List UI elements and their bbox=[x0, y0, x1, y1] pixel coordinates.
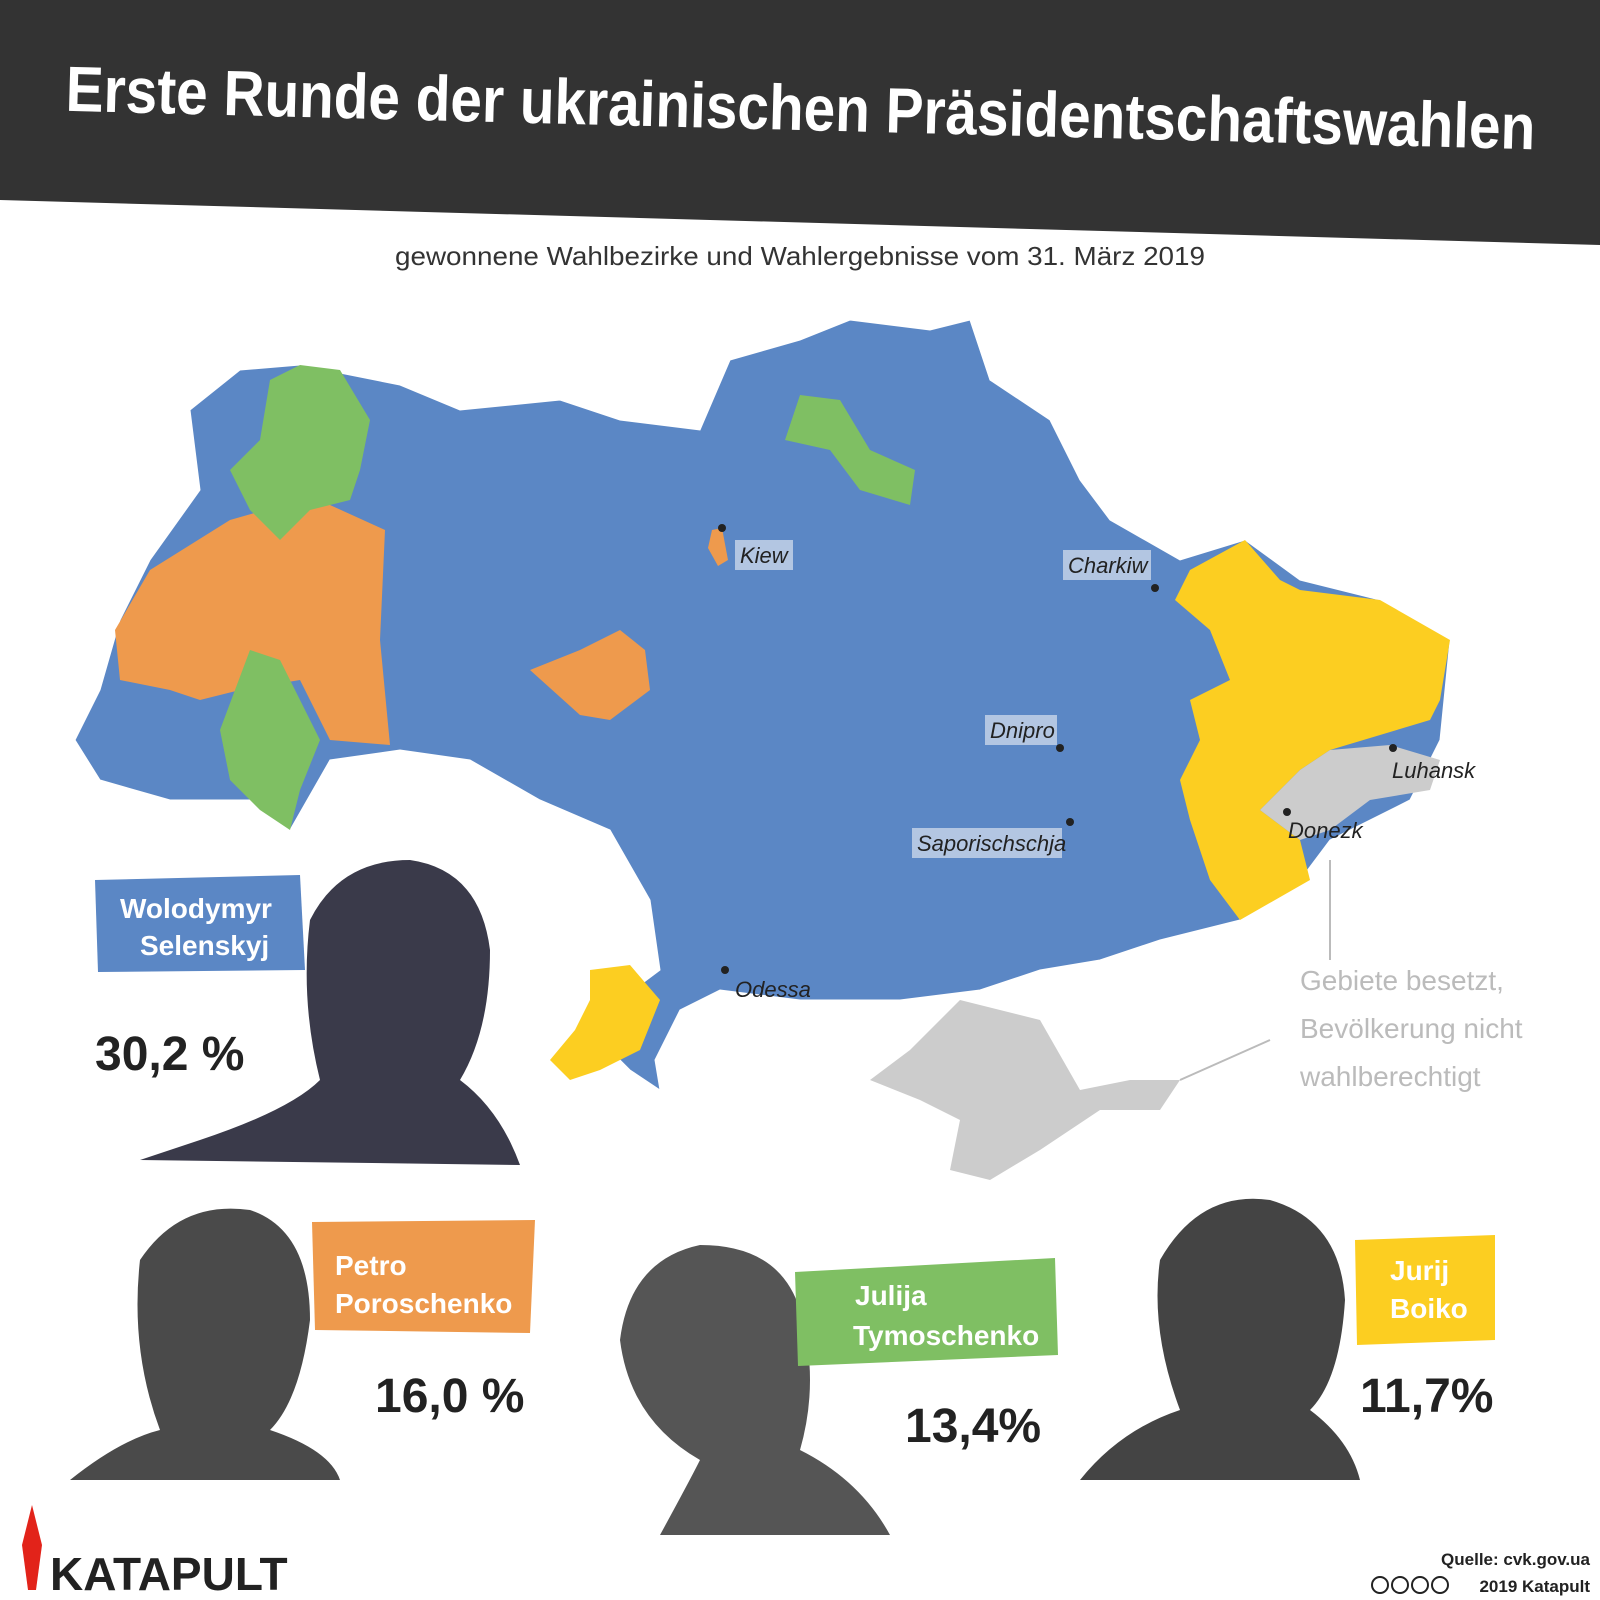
boiko-region bbox=[1175, 540, 1450, 920]
ukraine-region bbox=[74, 319, 1451, 1092]
label-bg bbox=[912, 828, 1062, 858]
label-bg bbox=[1063, 550, 1151, 580]
logo-icon bbox=[22, 1505, 42, 1590]
city-label: Charkiw bbox=[1068, 553, 1150, 578]
license-icons bbox=[1371, 1576, 1449, 1594]
candidate-name: Boiko bbox=[1390, 1293, 1468, 1324]
poroschenko-region bbox=[708, 528, 728, 566]
city-label: Saporischschja bbox=[917, 831, 1066, 856]
result: 11,7% bbox=[1360, 1370, 1493, 1423]
candidate-selenskyj: Wolodymyr Selenskyj 30,2 % bbox=[95, 860, 520, 1165]
name-box bbox=[795, 1258, 1058, 1366]
result: 13,4% bbox=[905, 1400, 1041, 1453]
tymoschenko-region bbox=[220, 650, 320, 830]
name-box bbox=[95, 875, 305, 972]
note: Gebiete besetzt, bbox=[1300, 965, 1504, 996]
candidate-boiko: Jurij Boiko 11,7% bbox=[1080, 1198, 1495, 1480]
candidate-name: Julija bbox=[855, 1280, 927, 1311]
city-label: Donezk bbox=[1288, 818, 1364, 843]
candidate-name: Jurij bbox=[1390, 1255, 1449, 1286]
note-line bbox=[1179, 1039, 1271, 1081]
tymoschenko-region bbox=[230, 365, 370, 540]
city-label: Odessa bbox=[735, 977, 811, 1002]
name-box bbox=[1355, 1235, 1495, 1345]
label-bg bbox=[985, 715, 1057, 745]
candidate-tymoschenko: Julija Tymoschenko 13,4% bbox=[620, 1245, 1058, 1535]
title-banner bbox=[0, 0, 1600, 245]
map: Kiew Charkiw Dnipro Luhansk Donezk Sapor… bbox=[74, 319, 1523, 1180]
result: 30,2 % bbox=[95, 1028, 244, 1081]
subtitle: gewonnene Wahlbezirke und Wahlergebnisse… bbox=[395, 241, 1205, 271]
result: 16,0 % bbox=[375, 1370, 524, 1423]
name-box bbox=[312, 1220, 535, 1333]
poroschenko-region bbox=[115, 500, 390, 745]
portrait bbox=[620, 1245, 890, 1535]
note: wahlberechtigt bbox=[1299, 1061, 1481, 1092]
occupied-region bbox=[870, 1000, 1180, 1180]
candidate-name: Tymoschenko bbox=[853, 1320, 1039, 1351]
candidate-name: Poroschenko bbox=[335, 1288, 512, 1319]
candidate-name: Wolodymyr bbox=[120, 893, 272, 924]
tymoschenko-region bbox=[785, 395, 915, 505]
occupied-region bbox=[1260, 745, 1440, 840]
portrait bbox=[1080, 1198, 1360, 1480]
candidate-name: Petro bbox=[335, 1250, 407, 1281]
candidate-poroschenko: Petro Poroschenko 16,0 % bbox=[70, 1208, 535, 1480]
poroschenko-region bbox=[530, 630, 650, 720]
boiko-region bbox=[550, 965, 660, 1080]
logo: KATAPULT bbox=[50, 1548, 288, 1600]
candidate-name: Selenskyj bbox=[140, 930, 269, 961]
portrait bbox=[70, 1208, 340, 1480]
copyright: 2019 Katapult bbox=[1479, 1577, 1590, 1596]
city-label: Dnipro bbox=[990, 718, 1055, 743]
note: Bevölkerung nicht bbox=[1300, 1013, 1523, 1044]
city-label: Kiew bbox=[740, 543, 790, 568]
city-dots bbox=[718, 524, 1397, 974]
label-bg bbox=[735, 540, 793, 570]
city-label: Luhansk bbox=[1392, 758, 1476, 783]
source: Quelle: cvk.gov.ua bbox=[1441, 1550, 1591, 1569]
portrait bbox=[140, 860, 520, 1165]
